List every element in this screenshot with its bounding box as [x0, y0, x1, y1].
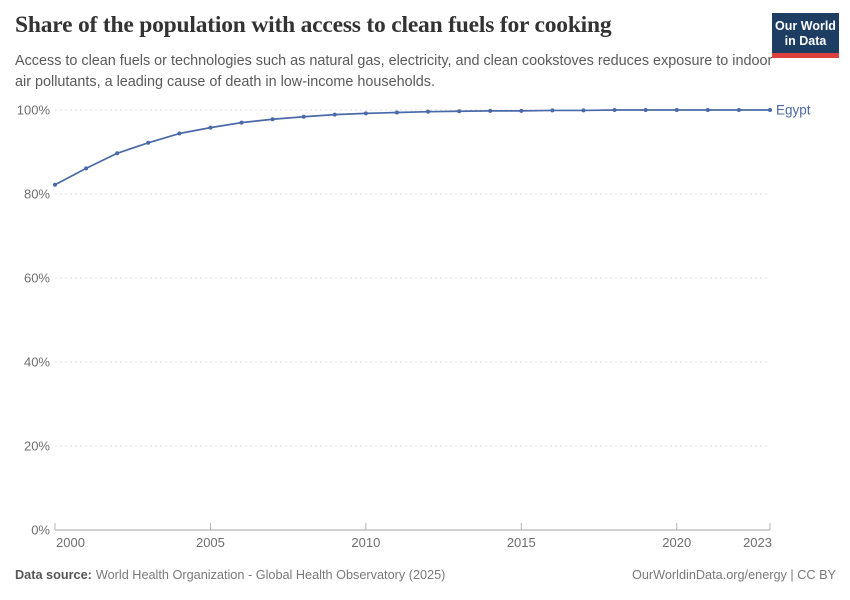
data-point [53, 182, 57, 187]
data-point [643, 108, 648, 112]
x-tick-label: 2015 [507, 535, 536, 550]
data-point [550, 108, 555, 113]
chart-title: Share of the population with access to c… [15, 12, 612, 38]
data-point [239, 120, 244, 125]
series-egypt[interactable]: Egypt [53, 103, 811, 187]
data-point [457, 109, 462, 114]
data-point [674, 108, 679, 112]
data-source-label: Data source: [15, 568, 92, 582]
data-point [363, 111, 368, 116]
x-tick-label: 2000 [56, 535, 85, 550]
series-label[interactable]: Egypt [776, 103, 811, 118]
y-tick-label: 100% [17, 103, 51, 118]
owid-logo-line2: in Data [784, 34, 827, 48]
y-tick-label: 80% [24, 187, 50, 202]
data-source: Data source: World Health Organization - … [15, 568, 445, 582]
data-point [270, 117, 275, 122]
data-point [84, 166, 89, 171]
data-point [394, 110, 399, 115]
data-point [301, 114, 306, 119]
series-line [54, 109, 771, 186]
data-point [208, 125, 213, 130]
y-tick-label: 40% [24, 355, 50, 370]
data-point [581, 108, 586, 113]
y-tick-label: 60% [24, 271, 50, 286]
owid-logo-line1: Our World [775, 19, 836, 33]
x-tick-label: 2005 [196, 535, 225, 550]
data-point [488, 108, 493, 113]
data-point [332, 112, 337, 117]
x-tick-label: 2023 [743, 535, 772, 550]
x-tick-label: 2010 [351, 535, 380, 550]
data-point [612, 108, 617, 112]
data-point [768, 108, 772, 112]
y-tick-label: 0% [31, 523, 50, 538]
attribution-link[interactable]: OurWorldinData.org/energy | CC BY [631, 568, 836, 582]
data-point [177, 131, 182, 136]
data-point [519, 108, 524, 113]
data-source-text: World Health Organization - Global Healt… [95, 568, 446, 582]
data-point [736, 108, 741, 112]
owid-logo[interactable]: Our World in Data [772, 13, 839, 58]
x-tick-label: 2020 [662, 535, 691, 550]
data-point [426, 109, 431, 114]
data-point [705, 108, 710, 112]
data-point [146, 140, 151, 145]
chart-subtitle: Access to clean fuels or technologies su… [15, 53, 773, 91]
y-tick-label: 20% [24, 439, 50, 454]
plot-area[interactable] [55, 98, 770, 530]
data-point [115, 151, 120, 156]
